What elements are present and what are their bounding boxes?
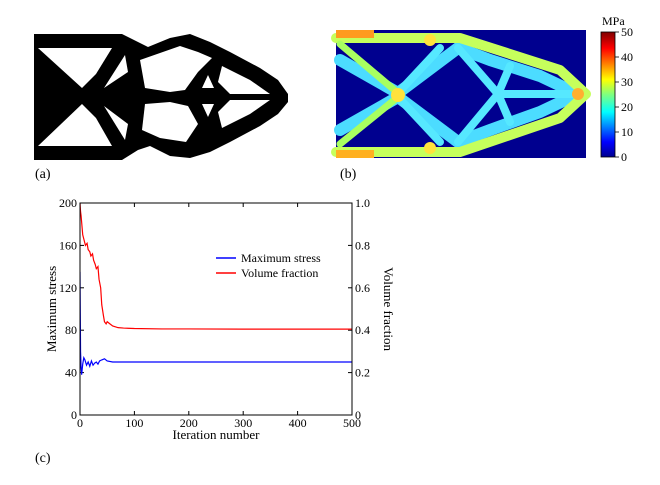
legend: Maximum stress Volume fraction [216,251,321,280]
y2-tick-label: 0.6 [355,281,370,295]
colorbar-tick-label: 50 [621,25,633,39]
colorbar: MPa 0 10 20 30 40 50 [600,14,633,164]
x-tick-label: 400 [289,416,307,430]
y2-tick-label: 0.4 [355,323,370,337]
stress-contour-image-panel-b: (b) [331,30,591,182]
x-tick-label: 0 [77,416,83,430]
colorbar-tick-label: 10 [621,125,633,139]
legend-label-maximum-stress: Maximum stress [241,251,321,265]
y-axis-label-right: Volume fraction [381,267,396,351]
y-tick-label: 160 [59,238,77,252]
line-chart-panel-c: 0 100 200 300 400 5000408012016020000.20.40.6… [35,196,396,466]
x-tick-label: 500 [343,416,361,430]
x-axis-label: Iteration number [173,427,261,442]
y-tick-label: 120 [59,281,77,295]
series-line-volume-fraction [80,203,352,330]
y-tick-label: 80 [65,323,77,337]
y-tick-label: 200 [59,196,77,210]
colorbar-tick-label: 0 [621,150,627,164]
topology-image-panel-a: (a) [34,34,288,182]
y-tick-label: 0 [71,408,77,422]
panel-b-label: (b) [340,167,357,182]
y2-tick-label: 0 [355,408,361,422]
y2-tick-label: 0.2 [355,366,370,380]
colorbar-tick-label: 30 [621,75,633,89]
x-tick-label: 100 [125,416,143,430]
panel-a-label: (a) [35,167,51,182]
y2-tick-label: 0.8 [355,238,370,252]
panel-c-label: (c) [35,451,51,466]
series-line-maximum-stress [80,271,352,375]
colorbar-tick-label: 20 [621,100,633,114]
y-axis-label-left: Maximum stress [44,266,59,352]
x-tick-label: 300 [234,416,252,430]
x-tick-label: 200 [180,416,198,430]
y-tick-label: 40 [65,366,77,380]
colorbar-unit-label: MPa [602,14,625,28]
colorbar-tick-label: 40 [621,50,633,64]
legend-label-volume-fraction: Volume fraction [241,266,318,280]
y2-tick-label: 1.0 [355,196,370,210]
